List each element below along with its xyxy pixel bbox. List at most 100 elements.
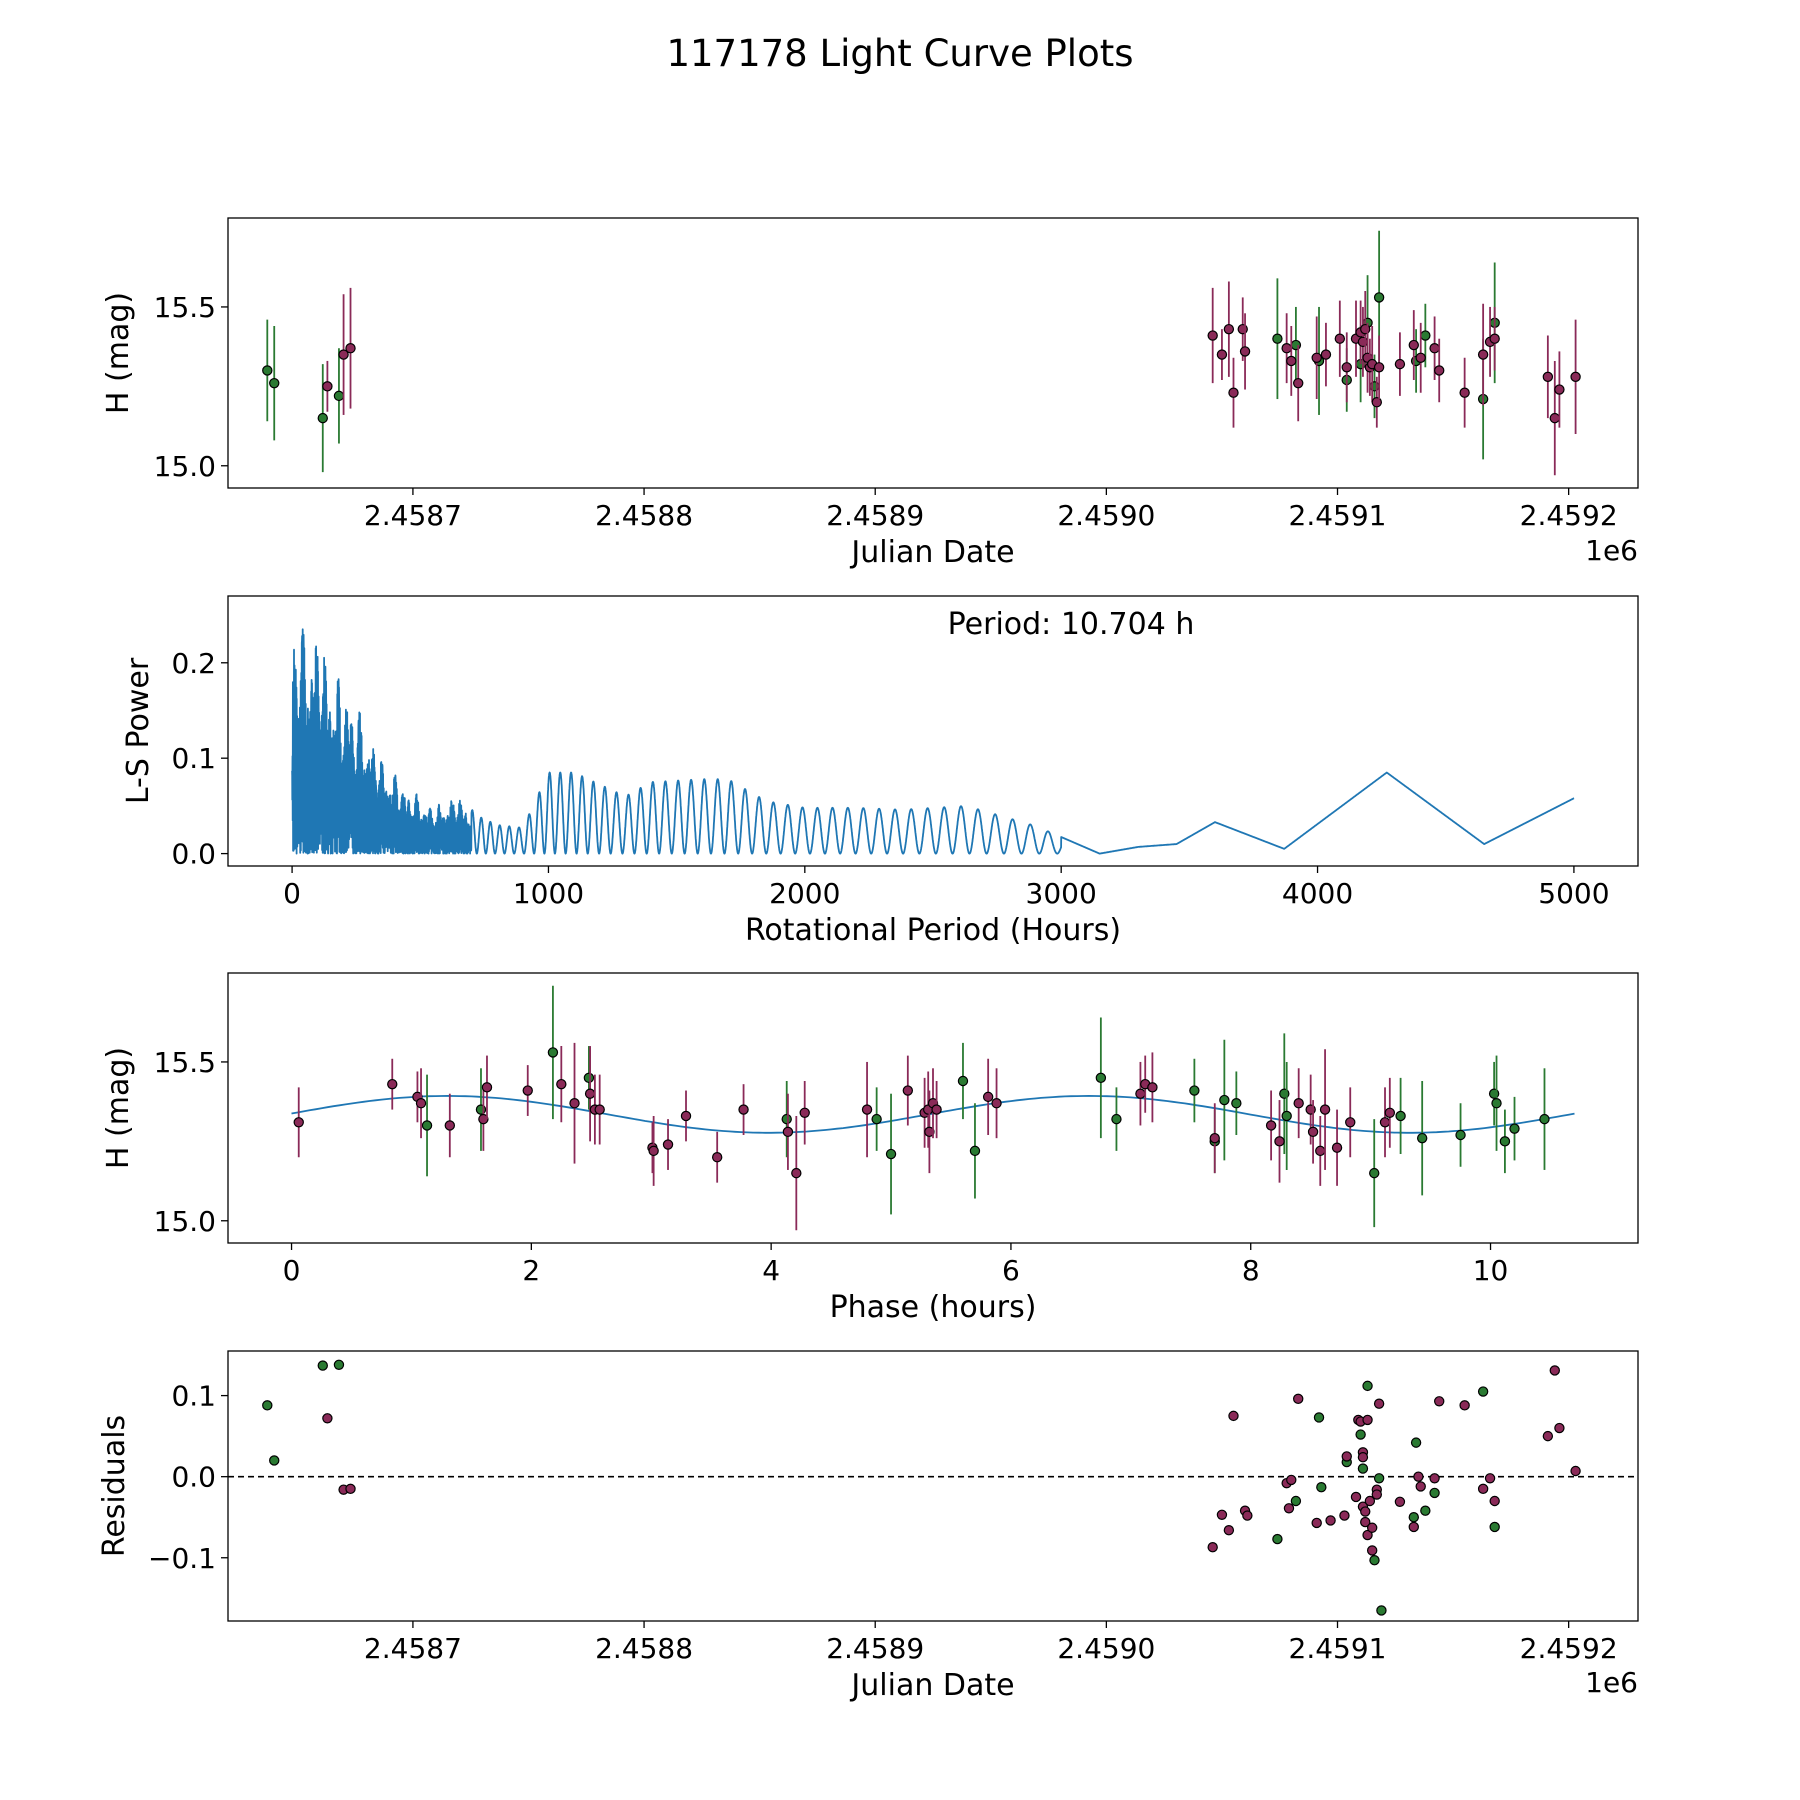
lightcurve-point-magenta xyxy=(1371,397,1383,408)
lightcurve-point-magenta xyxy=(1281,343,1292,354)
phased-point-magenta xyxy=(738,1104,749,1115)
lightcurve-offset-label: 1e6 xyxy=(1585,534,1638,567)
lightcurve-point-magenta xyxy=(1554,384,1565,395)
residuals-point-magenta xyxy=(1364,1495,1376,1507)
lightcurve-point-magenta xyxy=(1207,330,1218,341)
phased-xtick-label: 6 xyxy=(1002,1254,1020,1287)
residuals-point-magenta xyxy=(1228,1410,1239,1422)
residuals-xtick-label: 2.4590 xyxy=(1057,1632,1155,1665)
periodogram-line xyxy=(291,628,1575,855)
residuals-point-magenta xyxy=(1489,1495,1500,1507)
lightcurve-xtick-label: 2.4588 xyxy=(595,499,693,532)
residuals-ticks: 2.4587 2.4588 2.4589 2.4590 2.4591 2.4592 −0.1… xyxy=(148,1380,1618,1665)
periodogram-ytick-label: 0.2 xyxy=(171,647,216,680)
phased-point-green xyxy=(969,1145,981,1157)
residuals-point-magenta xyxy=(1350,1491,1362,1503)
phased-point-green xyxy=(1281,1110,1292,1122)
lightcurve-point-magenta xyxy=(1373,362,1385,373)
lightcurve-point-magenta xyxy=(322,381,333,392)
lightcurve-point-magenta xyxy=(1360,323,1371,335)
residuals-point-magenta xyxy=(1283,1503,1295,1514)
residuals-point-magenta xyxy=(1549,1365,1560,1376)
phased-point-green xyxy=(885,1148,897,1160)
residuals-point-green xyxy=(1362,1380,1373,1392)
residuals-point-magenta xyxy=(1286,1474,1297,1486)
phased-point-green xyxy=(1491,1098,1502,1109)
phased-point-magenta xyxy=(1331,1142,1343,1153)
phased-point-magenta xyxy=(1147,1082,1158,1093)
phased-point-magenta xyxy=(799,1107,810,1118)
lightcurve-point-magenta xyxy=(1459,387,1470,398)
phased-ylabel: H (mag) xyxy=(101,1047,136,1169)
residuals-point-green xyxy=(1272,1533,1283,1545)
periodogram-xtick-label: 2000 xyxy=(769,877,840,910)
residuals-point-magenta xyxy=(1373,1398,1385,1409)
lightcurve-ylabel: H (mag) xyxy=(101,292,136,414)
residuals-point-green xyxy=(1376,1605,1387,1616)
residuals-point-magenta xyxy=(1554,1422,1565,1434)
residuals-point-magenta xyxy=(1429,1473,1440,1484)
periodogram-xtick-label: 3000 xyxy=(1026,877,1097,910)
lightcurve-point-green xyxy=(317,412,328,424)
lightcurve-point-magenta xyxy=(1477,349,1489,360)
phased-point-green xyxy=(1499,1136,1511,1147)
lightcurve-marks xyxy=(262,230,1581,476)
lightcurve-panel: 2.4587 2.4588 2.4589 2.4590 2.4591 2.4592 15.0… xyxy=(101,217,1639,570)
residuals-point-green xyxy=(333,1359,345,1370)
lightcurve-point-magenta xyxy=(1239,346,1251,357)
residuals-point-magenta xyxy=(1325,1515,1336,1526)
lightcurve-point-magenta xyxy=(1223,323,1235,335)
residuals-point-magenta xyxy=(345,1483,356,1495)
periodogram-xtick-label: 5000 xyxy=(1538,877,1609,910)
lightcurve-point-magenta xyxy=(1415,352,1426,363)
phased-point-magenta xyxy=(387,1078,398,1090)
lightcurve-point-green xyxy=(1272,333,1283,344)
residuals-xtick-label: 2.4589 xyxy=(826,1632,924,1665)
phased-point-green xyxy=(957,1075,969,1087)
phased-point-green xyxy=(583,1072,595,1084)
lightcurve-point-green xyxy=(1290,339,1302,351)
residuals-xlabel: Julian Date xyxy=(849,1668,1014,1703)
residuals-point-green xyxy=(1313,1412,1325,1423)
phased-ytick-label: 15.0 xyxy=(154,1205,216,1238)
phased-point-magenta xyxy=(1209,1132,1220,1144)
periodogram-xtick-label: 4000 xyxy=(1282,877,1353,910)
residuals-point-green xyxy=(1420,1505,1431,1516)
lightcurve-point-magenta xyxy=(1293,377,1304,389)
phased-xtick-label: 8 xyxy=(1242,1254,1260,1287)
residuals-point-green xyxy=(1357,1463,1369,1474)
residuals-point-green xyxy=(1408,1512,1419,1523)
periodogram-marks xyxy=(291,628,1575,855)
residuals-point-green xyxy=(1369,1554,1380,1566)
phased-point-magenta xyxy=(1345,1117,1356,1128)
phased-point-green xyxy=(1416,1132,1428,1144)
residuals-point-magenta xyxy=(1394,1496,1406,1508)
periodogram-frame xyxy=(227,595,1639,867)
phased-frame xyxy=(227,972,1639,1244)
lightcurve-xlabel: Julian Date xyxy=(849,535,1014,570)
residuals-point-magenta xyxy=(1223,1524,1235,1536)
lightcurve-xtick-label: 2.4590 xyxy=(1057,499,1155,532)
residuals-point-green xyxy=(1373,1473,1385,1484)
periodogram-ylabel: L-S Power xyxy=(121,657,156,804)
lightcurve-point-magenta xyxy=(1394,358,1406,370)
residuals-point-magenta xyxy=(1413,1471,1424,1482)
phased-point-magenta xyxy=(648,1145,659,1157)
lightcurve-point-magenta xyxy=(338,349,349,360)
phased-point-magenta xyxy=(680,1110,692,1122)
lightcurve-point-magenta xyxy=(1429,343,1440,354)
residuals-point-green xyxy=(262,1400,273,1411)
phased-point-magenta xyxy=(1135,1088,1146,1099)
phased-point-green xyxy=(1369,1167,1380,1179)
lightcurve-xtick-label: 2.4589 xyxy=(826,499,924,532)
residuals-ytick-label: 0.0 xyxy=(171,1461,216,1494)
phased-point-green xyxy=(421,1120,433,1131)
lightcurve-xtick-label: 2.4592 xyxy=(1520,499,1618,532)
periodogram-xtick-label: 1000 xyxy=(513,877,584,910)
residuals-point-magenta xyxy=(1362,1414,1373,1426)
phased-point-magenta xyxy=(1274,1136,1285,1147)
periodogram-ytick-label: 0.0 xyxy=(171,838,216,871)
residuals-point-green xyxy=(269,1455,280,1466)
lightcurve-point-magenta xyxy=(345,343,356,354)
